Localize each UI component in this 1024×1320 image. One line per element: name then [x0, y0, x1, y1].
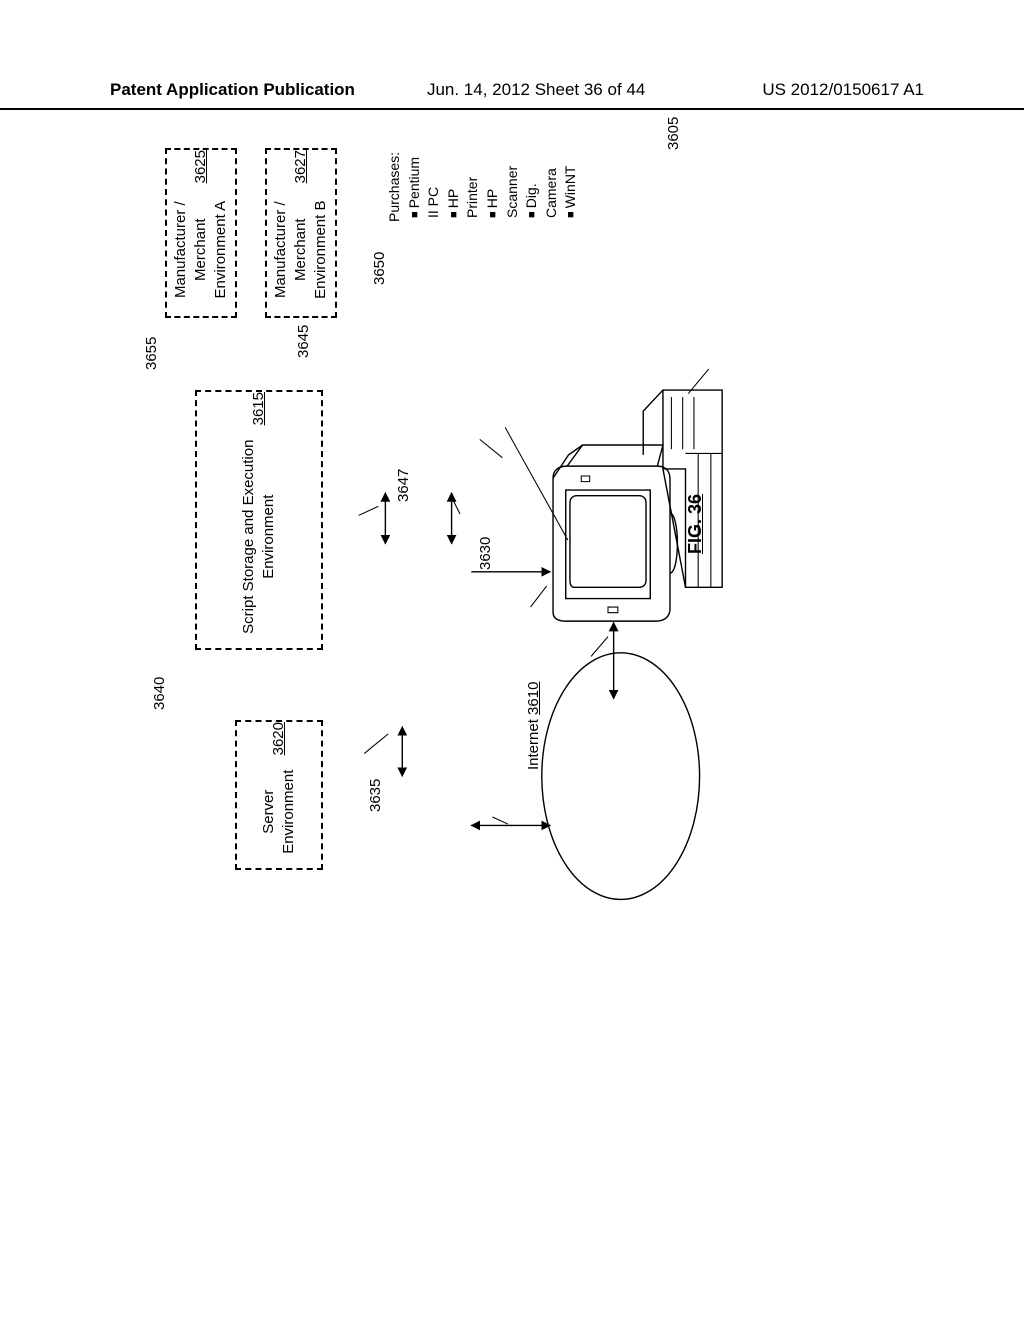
reference-numeral: 3635 — [367, 779, 384, 812]
script-environment-box: Script Storage and Execution Environment… — [195, 390, 323, 650]
reference-numeral: 3640 — [151, 677, 168, 710]
reference-numeral: 3647 — [395, 469, 412, 502]
reference-numeral: 3655 — [143, 337, 160, 370]
reference-numeral: 3645 — [295, 325, 312, 358]
merchant-b-box: Manufacturer / Merchant Environment B 36… — [265, 148, 337, 318]
page-header: Patent Application Publication Jun. 14, … — [0, 80, 1024, 110]
header-left-text: Patent Application Publication — [110, 80, 355, 100]
reference-numeral: 3650 — [371, 252, 388, 285]
reference-numeral: 3605 — [665, 117, 682, 150]
figure-36-diagram: Server Environment 3620 Script Storage a… — [75, 290, 955, 910]
header-right-text: US 2012/0150617 A1 — [762, 80, 924, 100]
reference-numeral: 3630 — [477, 537, 494, 570]
purchases-list: Purchases:Pentium II PCHP PrinterHP Scan… — [385, 152, 581, 222]
server-environment-box: Server Environment 3620 — [235, 720, 323, 870]
header-center-text: Jun. 14, 2012 Sheet 36 of 44 — [427, 80, 645, 100]
internet-label: Internet 3610 — [525, 682, 542, 770]
figure-label: FIG. 36 — [685, 494, 706, 554]
merchant-a-box: Manufacturer / Merchant Environment A 36… — [165, 148, 237, 318]
